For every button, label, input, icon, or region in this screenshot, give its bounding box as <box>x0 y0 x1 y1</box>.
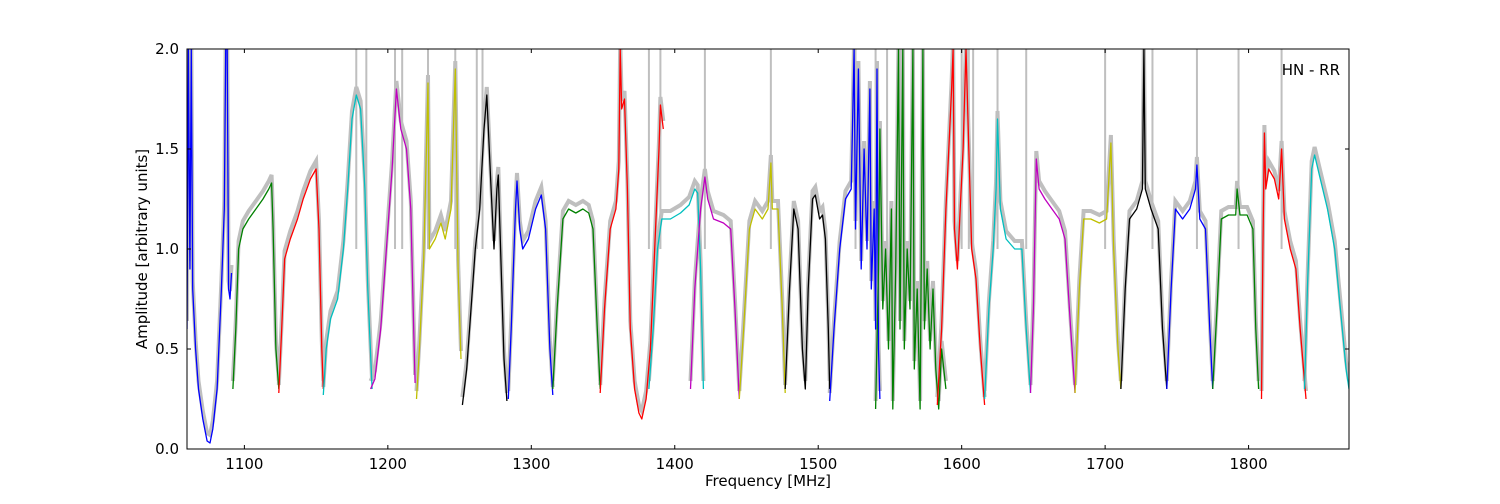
series-line-band14 <box>784 194 831 390</box>
reference-line-5 <box>368 80 418 382</box>
series-line-band8 <box>507 180 554 400</box>
x-axis: 1100 1200 1300 1400 1500 1600 1700 1800 <box>225 49 1268 473</box>
reference-line-19 <box>1028 150 1077 386</box>
series-line-band5 <box>370 88 416 390</box>
reference-line-3 <box>276 154 326 386</box>
series-line-band6 <box>415 68 462 400</box>
series-layer <box>187 49 1349 444</box>
series-line-band17 <box>936 49 986 406</box>
y-axis-label: Amplitude [arbitrary units] <box>133 149 151 349</box>
reference-line-4 <box>321 86 375 388</box>
series-line-band20 <box>1074 142 1122 394</box>
series-line-band12 <box>689 176 740 400</box>
reference-line-22 <box>1164 156 1215 382</box>
x-tick-label: 1200 <box>369 455 407 473</box>
series-line-band13 <box>738 162 786 400</box>
y-tick-label: 0.5 <box>155 340 179 358</box>
series-line-band25 <box>1303 154 1349 390</box>
annotation-label: HN - RR <box>1282 61 1340 79</box>
x-tick-label: 1300 <box>512 455 550 473</box>
series-line-band3 <box>278 168 324 394</box>
reference-line-18 <box>982 110 1033 392</box>
series-line-band2 <box>232 182 280 390</box>
series-line-band9 <box>552 208 601 390</box>
series-line-band22 <box>1166 164 1214 390</box>
x-tick-label: 1800 <box>1229 455 1267 473</box>
series-line-band11 <box>648 188 705 390</box>
series-line-band4 <box>322 94 373 396</box>
series-line-band24 <box>1260 132 1307 400</box>
series-line-band19 <box>1029 158 1076 394</box>
y-tick-label: 0.0 <box>155 440 179 458</box>
x-tick-label: 1600 <box>943 455 981 473</box>
series-line-band18 <box>983 118 1032 400</box>
series-line-band15 <box>829 49 881 402</box>
x-tick-label: 1700 <box>1086 455 1124 473</box>
x-tick-label: 1100 <box>225 455 263 473</box>
y-tick-label: 2.0 <box>155 40 179 58</box>
y-axis: 0.0 0.5 1.0 1.5 2.0 <box>155 40 1349 458</box>
series-line-band21 <box>1120 49 1168 390</box>
x-tick-label: 1400 <box>656 455 694 473</box>
series-line-band1 <box>187 49 233 444</box>
series-line-band10 <box>599 49 664 420</box>
x-tick-label: 1500 <box>799 455 837 473</box>
y-tick-label: 1.5 <box>155 140 179 158</box>
series-line-band16 <box>874 49 947 410</box>
reference-line-13 <box>737 154 788 392</box>
reference-spectrum <box>187 49 1349 439</box>
series-line-band23 <box>1212 188 1260 390</box>
y-tick-label: 1.0 <box>155 240 179 258</box>
series-line-band7 <box>461 94 508 406</box>
reference-line-24 <box>1259 124 1308 392</box>
reference-line-8 <box>506 172 555 392</box>
reference-line-1 <box>187 49 234 439</box>
x-axis-label: Frequency [MHz] <box>705 472 831 490</box>
